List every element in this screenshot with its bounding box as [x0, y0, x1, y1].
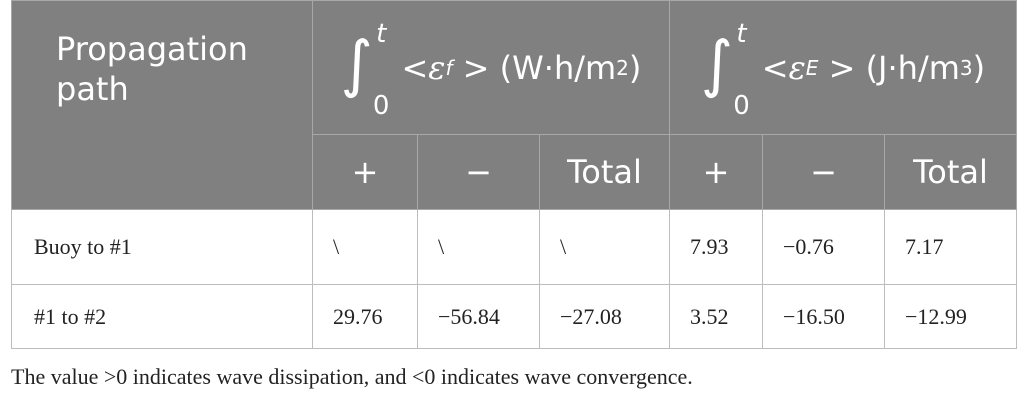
pre: <: [401, 48, 429, 87]
header-cell: Propagation path: [11, 0, 313, 210]
cell: \: [417, 209, 540, 285]
cell: −27.08: [539, 284, 670, 349]
subheader-cell: −: [417, 134, 540, 210]
cell: −0.76: [762, 209, 885, 285]
cell: 3.52: [669, 284, 763, 349]
subheader-cell: −: [762, 134, 885, 210]
symbol: ε: [428, 48, 446, 87]
cell: \: [312, 209, 418, 285]
post: > (J·h/m: [818, 48, 960, 87]
superscript: 2: [616, 55, 629, 80]
subheader-cell: +: [312, 134, 418, 210]
subheader-cell: Total: [883, 134, 1018, 210]
subscript: E: [805, 55, 819, 80]
superscript: 3: [959, 55, 973, 80]
cell: −16.50: [762, 284, 885, 349]
upper: t: [376, 18, 387, 49]
lower: 0: [372, 90, 390, 121]
pre: <: [761, 48, 789, 87]
lower: 0: [733, 90, 750, 121]
row: #1 to #2 29.76 −56.84 −27.08 3.52 −16.50 −12.9…: [11, 284, 1018, 349]
cell: #1 to #2: [11, 284, 313, 349]
close: ): [628, 48, 642, 87]
cell: 7.17: [883, 209, 1018, 285]
post: > (W·h/m: [452, 48, 617, 87]
close: ): [972, 48, 986, 87]
cell: 29.76: [312, 284, 418, 349]
footnote: The value >0 indicates wave dissipation,…: [11, 364, 693, 389]
upper: t: [736, 18, 747, 49]
row: Buoy to #1 \ \ \ 7.93 −0.76 7.17: [11, 209, 1018, 285]
integral: ∫: [340, 27, 373, 100]
subscript: f: [445, 55, 453, 80]
cell: \: [539, 209, 670, 285]
cell: 7.93: [669, 209, 763, 285]
subheader-row: + − Total + − Total: [12, 134, 1018, 210]
subheader-cell: Total: [539, 134, 670, 210]
symbol: ε: [788, 48, 806, 87]
integral: ∫: [700, 27, 734, 100]
cell: −56.84: [417, 284, 540, 349]
cell: Buoy to #1: [11, 209, 313, 285]
subheader-cell: +: [669, 134, 763, 210]
cell: −12.99: [883, 284, 1018, 349]
